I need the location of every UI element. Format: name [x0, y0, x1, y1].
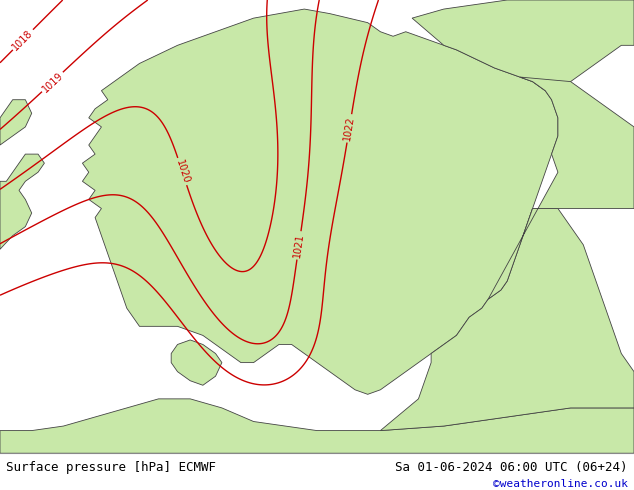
Polygon shape [171, 340, 222, 385]
Polygon shape [82, 9, 558, 394]
Text: ©weatheronline.co.uk: ©weatheronline.co.uk [493, 480, 628, 490]
Text: Surface pressure [hPa] ECMWF: Surface pressure [hPa] ECMWF [6, 462, 216, 474]
Text: 1020: 1020 [174, 158, 191, 185]
Polygon shape [488, 77, 634, 299]
Polygon shape [412, 0, 634, 91]
Text: 1019: 1019 [40, 70, 65, 94]
Polygon shape [380, 209, 634, 431]
Text: 1018: 1018 [11, 27, 35, 52]
Text: 1021: 1021 [292, 232, 306, 258]
Polygon shape [0, 154, 44, 249]
Polygon shape [0, 399, 634, 453]
Text: Sa 01-06-2024 06:00 UTC (06+24): Sa 01-06-2024 06:00 UTC (06+24) [395, 462, 628, 474]
Polygon shape [0, 99, 32, 145]
Text: 1022: 1022 [342, 115, 356, 142]
